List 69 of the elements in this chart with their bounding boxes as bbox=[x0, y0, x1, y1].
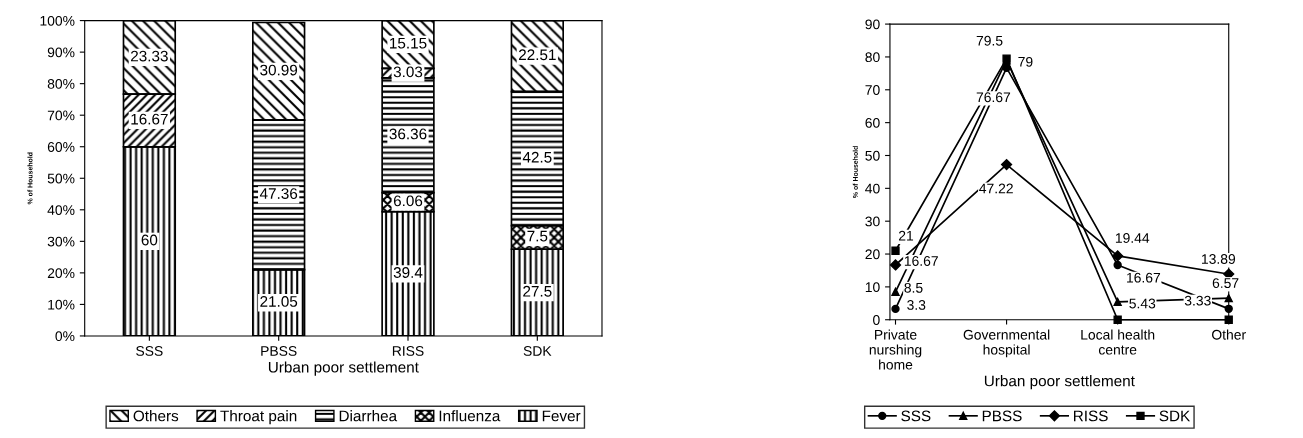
data-label: 8.5 bbox=[904, 282, 923, 293]
y-tick-label: 50 bbox=[865, 150, 880, 161]
data-label: 42.5 bbox=[522, 151, 552, 163]
data-label: 23.33 bbox=[131, 50, 168, 62]
y-tick-label: 30 bbox=[865, 216, 880, 227]
legend-label: RISS bbox=[1074, 410, 1108, 422]
legend-label: SDK bbox=[1159, 410, 1191, 422]
y-tick-label: 0% bbox=[55, 331, 75, 342]
legend-label: Throat pain bbox=[220, 410, 297, 425]
data-label: 39.4 bbox=[393, 267, 423, 278]
y-tick-label: 90% bbox=[47, 47, 75, 58]
y-tick-label: 50% bbox=[47, 173, 75, 184]
x-tick-label: Governmental hospital bbox=[963, 329, 1050, 358]
x-tick-label: SSS bbox=[136, 346, 163, 356]
data-label: 76.67 bbox=[976, 92, 1011, 103]
data-label: 47.36 bbox=[259, 188, 298, 199]
x-axis-title: Urban poor settlement bbox=[984, 375, 1135, 390]
y-tick-label: 100% bbox=[40, 15, 75, 26]
y-tick-label: 70% bbox=[47, 110, 75, 121]
x-tick-label: PBSS bbox=[261, 346, 297, 356]
y-tick-label: 70 bbox=[865, 85, 880, 95]
data-label: 15.15 bbox=[390, 37, 427, 49]
data-label: 47.22 bbox=[979, 183, 1013, 194]
data-label: 16.67 bbox=[131, 113, 168, 125]
data-label: 79 bbox=[1018, 56, 1033, 67]
data-label: 21 bbox=[898, 230, 914, 241]
legend-label: Influenza bbox=[439, 410, 501, 422]
y-tick-label: 30% bbox=[47, 236, 75, 247]
y-tick-label: 40% bbox=[47, 205, 75, 215]
legend-label: Others bbox=[133, 410, 179, 422]
data-label: 16.67 bbox=[904, 256, 938, 266]
data-label: 21.05 bbox=[260, 296, 298, 307]
data-label: 16.67 bbox=[1127, 272, 1161, 283]
x-tick-label: Private nurshing home bbox=[869, 329, 922, 370]
data-label: 7.5 bbox=[527, 230, 548, 242]
legend-label: SSS bbox=[901, 410, 931, 422]
data-label: 3.3 bbox=[907, 300, 926, 310]
x-tick-label: SDK bbox=[523, 346, 552, 356]
y-tick-label: 0 bbox=[873, 315, 880, 325]
data-label: 79.5 bbox=[976, 35, 1003, 46]
y-tick-label: 80% bbox=[47, 78, 75, 89]
data-label: 13.89 bbox=[1202, 254, 1236, 264]
y-tick-label: 90 bbox=[865, 19, 880, 30]
data-label: 30.99 bbox=[260, 64, 298, 76]
data-label: 5.43 bbox=[1129, 298, 1156, 309]
data-label: 27.5 bbox=[523, 285, 552, 297]
y-tick-label: 20% bbox=[47, 268, 75, 279]
y-tick-label: 10% bbox=[48, 299, 75, 310]
data-label: 19.44 bbox=[1115, 233, 1150, 243]
y-tick-label: 40 bbox=[865, 183, 880, 194]
legend-label: Diarrhea bbox=[339, 410, 398, 422]
data-label: 6.06 bbox=[393, 195, 423, 207]
data-label: 60 bbox=[141, 234, 158, 246]
y-tick-label: 80 bbox=[865, 52, 880, 63]
x-tick-label: Local health centre bbox=[1081, 329, 1155, 355]
y-tick-label: 60 bbox=[865, 117, 880, 128]
y-tick-label: 20 bbox=[865, 249, 880, 260]
data-label: 22.51 bbox=[518, 49, 556, 61]
data-label: 36.36 bbox=[389, 128, 427, 140]
legend-label: Fever bbox=[542, 410, 581, 422]
x-tick-label: RISS bbox=[392, 346, 424, 356]
x-axis-title: Urban poor settlement bbox=[268, 361, 419, 376]
y-tick-label: 10 bbox=[865, 282, 880, 293]
data-label: 6.57 bbox=[1212, 278, 1239, 288]
x-tick-label: Other bbox=[1212, 329, 1246, 340]
data-label: 3.03 bbox=[393, 66, 423, 78]
data-label: 3.33 bbox=[1184, 295, 1211, 306]
legend-label: PBSS bbox=[982, 410, 1022, 422]
y-tick-label: 60% bbox=[47, 142, 75, 152]
